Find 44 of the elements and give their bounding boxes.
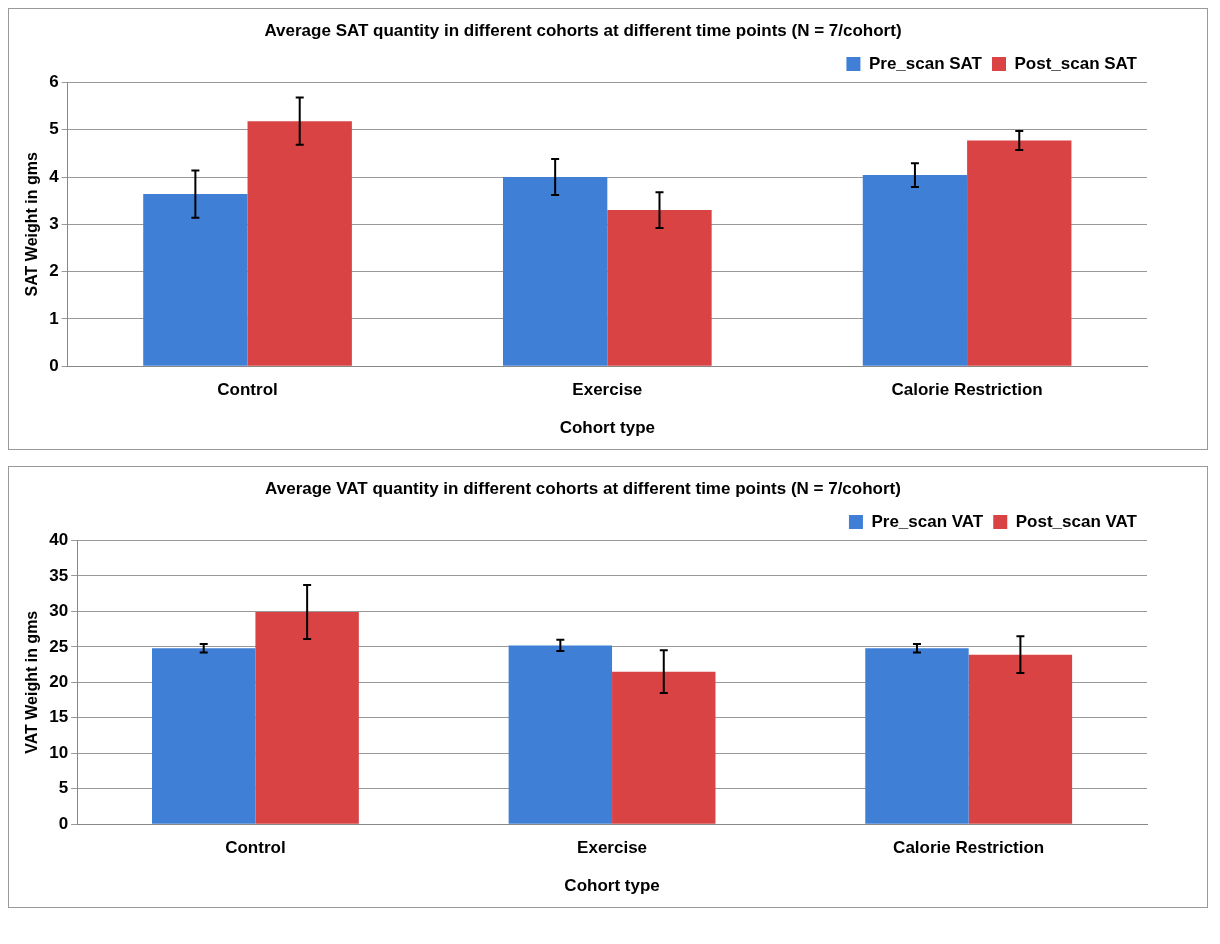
bar	[502, 177, 608, 366]
chart-title: Average SAT quantity in different cohorts at different time points (N = 7/cohort)	[264, 20, 902, 40]
bar	[255, 612, 359, 824]
x-tick-label: Exercise	[572, 380, 643, 400]
legend-label: Pre_scan SAT	[868, 53, 983, 73]
bar	[865, 648, 969, 824]
y-tick-label: 4	[49, 166, 60, 186]
bar	[607, 210, 712, 366]
y-tick-label: 35	[49, 565, 69, 585]
y-tick-label: 10	[49, 742, 69, 762]
x-tick-label: Control	[225, 838, 286, 858]
x-axis-title: Cohort type	[559, 418, 656, 438]
y-tick-label: 5	[58, 778, 69, 798]
y-tick-label: 20	[49, 671, 69, 691]
y-tick-label: 30	[49, 601, 69, 621]
y-tick-label: 15	[49, 707, 69, 727]
legend-label: Pre_scan VAT	[871, 511, 984, 531]
y-tick-label: 3	[49, 213, 59, 233]
y-axis-title: VAT Weight in gms	[23, 610, 41, 754]
legend-label: Post_scan SAT	[1014, 53, 1138, 73]
y-tick-label: 6	[49, 72, 59, 92]
y-tick-label: 1	[49, 308, 59, 328]
chart-title: Average VAT quantity in different cohorts at different time points (N = 7/cohort)	[265, 478, 901, 498]
y-tick-label: 25	[49, 636, 69, 656]
bar	[152, 648, 256, 824]
x-tick-label: Calorie Restriction	[891, 380, 1043, 400]
bar	[862, 175, 968, 366]
x-tick-label: Calorie Restriction	[893, 838, 1045, 858]
bar	[967, 140, 1072, 366]
y-tick-label: 0	[49, 355, 59, 375]
y-tick-label: 0	[58, 813, 69, 833]
bar	[612, 671, 716, 824]
bar	[143, 194, 248, 366]
bar	[968, 654, 1073, 824]
bar	[508, 645, 613, 824]
y-tick-label: 5	[49, 119, 59, 139]
bar	[247, 121, 352, 366]
x-tick-label: Control	[217, 380, 278, 400]
x-axis-title: Cohort type	[564, 876, 660, 896]
y-axis-title: SAT Weight in gms	[23, 152, 41, 297]
legend-label: Post_scan VAT	[1015, 511, 1138, 531]
y-tick-label: 2	[49, 261, 59, 281]
x-tick-label: Exercise	[577, 838, 648, 858]
y-tick-label: 40	[49, 530, 69, 550]
